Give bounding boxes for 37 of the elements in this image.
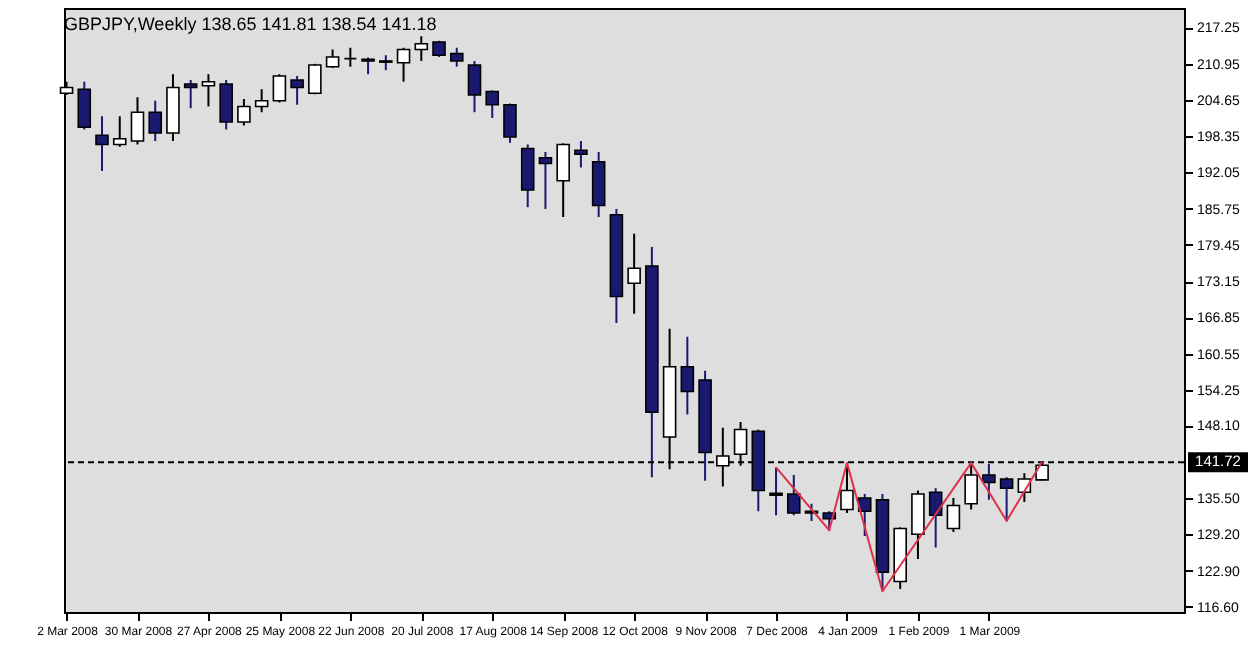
candlestick (769, 466, 783, 517)
candlestick (485, 89, 500, 119)
chart-title: GBPJPY,Weekly 138.65 141.81 138.54 141.18 (64, 14, 437, 34)
candlestick (467, 59, 482, 114)
candlestick (343, 46, 358, 68)
candlestick (999, 476, 1014, 523)
candlestick (627, 232, 641, 315)
candlestick (77, 80, 92, 131)
candlestick (254, 88, 269, 114)
candlestick (503, 102, 517, 144)
candlestick (857, 492, 872, 537)
line-series (775, 460, 1044, 593)
candlestick (946, 496, 961, 533)
candlestick (414, 35, 429, 62)
candlestick (928, 487, 943, 549)
candlestick (95, 115, 109, 172)
candlestick (786, 473, 801, 517)
candlestick (130, 96, 145, 146)
candlestick (112, 115, 127, 148)
candlestick (183, 78, 198, 110)
candlestick (574, 140, 588, 169)
candlestick (272, 73, 287, 104)
candlestick (219, 78, 233, 131)
candlestick (396, 46, 411, 83)
candlestick (591, 150, 606, 219)
candlestick (166, 73, 180, 143)
candlestick (520, 143, 535, 209)
candlestick (201, 73, 216, 108)
candlestick (911, 489, 925, 561)
candlestick (290, 74, 304, 106)
candlestick (680, 335, 695, 416)
candlestick (538, 150, 553, 210)
candlestick (148, 99, 163, 143)
candlestick (325, 48, 340, 69)
candlestick (237, 97, 251, 127)
candlestick (449, 46, 464, 68)
candlestick (556, 142, 570, 219)
